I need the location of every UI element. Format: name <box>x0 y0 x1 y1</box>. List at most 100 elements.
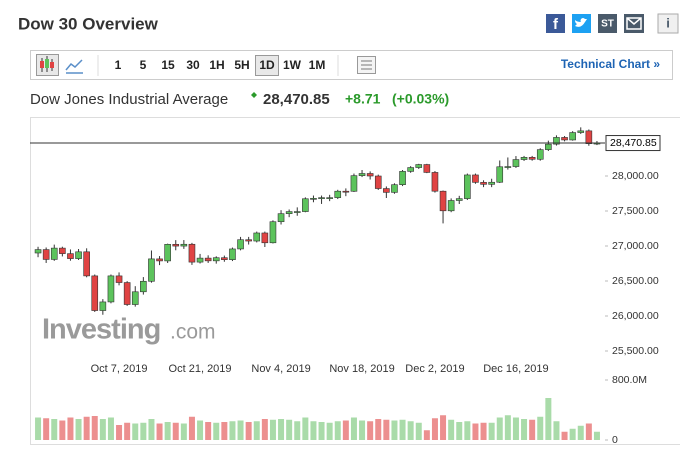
candle-body <box>464 174 471 199</box>
x-tick-label: Dec 16, 2019 <box>483 363 548 375</box>
x-tick-label: Oct 21, 2019 <box>169 363 232 375</box>
interval-button[interactable]: 1M <box>309 58 326 72</box>
last-price: 28,470.85 <box>263 91 330 108</box>
volume-bar <box>504 415 511 440</box>
candle-body <box>342 190 350 193</box>
settings-glyph <box>361 60 372 70</box>
candle-body <box>91 275 99 311</box>
interval-button[interactable]: 1D <box>259 58 275 72</box>
x-tick-label: Nov 4, 2019 <box>251 363 310 375</box>
info-glyph: i <box>666 15 670 30</box>
interval-button[interactable]: 15 <box>161 58 175 72</box>
candle-body <box>164 244 171 262</box>
volume-bar <box>334 421 341 440</box>
candle-body <box>383 188 390 193</box>
candle-body <box>350 175 358 192</box>
candle-body <box>42 249 50 260</box>
volume-bar <box>59 420 66 440</box>
interval-button[interactable]: 1 <box>115 58 122 72</box>
volume-bar <box>318 422 325 440</box>
volume-bar <box>91 416 98 440</box>
interval-button[interactable]: 30 <box>186 58 200 72</box>
candle-body <box>140 280 147 293</box>
candle-body <box>196 257 204 263</box>
candle-body <box>67 253 74 259</box>
candle-body <box>431 172 439 192</box>
volume-bar <box>180 423 187 440</box>
volume-bar <box>569 428 576 440</box>
volume-bar <box>245 422 252 440</box>
volume-bar <box>496 417 503 440</box>
candle-body <box>99 301 107 311</box>
active-interval <box>255 55 279 76</box>
candle-body <box>115 275 123 283</box>
line-type-button[interactable] <box>65 59 83 74</box>
volume-bar <box>148 419 155 440</box>
candle-body <box>480 182 487 185</box>
candle-body <box>172 244 180 247</box>
volume-bar <box>75 419 82 440</box>
facebook-icon[interactable] <box>546 14 565 33</box>
volume-bar <box>561 431 568 440</box>
candle-body <box>415 164 423 168</box>
candle-body <box>472 174 479 183</box>
candle-body <box>237 239 244 250</box>
candle-body <box>50 247 58 260</box>
candle-body <box>123 282 131 305</box>
candle-body <box>528 157 536 160</box>
volume-bar <box>326 422 333 440</box>
info-icon[interactable] <box>657 13 679 34</box>
y-tick-label: 25,500.00 <box>612 345 659 357</box>
volume-bar <box>278 419 285 440</box>
volume-tick-label: 800.0M <box>612 374 647 386</box>
volume-bar <box>229 421 236 440</box>
up-indicator <box>251 92 257 98</box>
volume-bar <box>261 419 268 440</box>
volume-bar <box>488 422 495 440</box>
volume-bar <box>132 423 139 440</box>
x-tick-label: Nov 18, 2019 <box>329 363 394 375</box>
candle-body <box>488 181 495 185</box>
y-tick-label: 26,000.00 <box>612 310 659 322</box>
y-tick-label: 26,500.00 <box>612 275 659 287</box>
stocktwits-icon[interactable] <box>598 14 617 33</box>
x-tick-label: Oct 7, 2019 <box>91 363 148 375</box>
candle-body <box>221 257 228 260</box>
volume-bar <box>448 419 455 440</box>
price-change-percent: (+0.03%) <box>392 91 449 107</box>
candle-body <box>512 159 520 167</box>
volume-bar <box>537 416 544 440</box>
volume-bar <box>172 422 179 440</box>
volume-bar <box>350 417 357 440</box>
candle-body <box>285 211 293 214</box>
volume-bar <box>205 422 212 440</box>
interval-button[interactable]: 1H <box>209 58 224 72</box>
volume-bar <box>124 422 131 440</box>
interval-button[interactable]: 1W <box>283 58 302 72</box>
interval-button[interactable]: 5 <box>140 58 147 72</box>
candle-body <box>569 132 576 141</box>
volume-bar <box>383 419 390 440</box>
volume-bar <box>43 418 50 440</box>
candle-body <box>302 198 309 212</box>
price-label-box <box>605 135 661 152</box>
price-label: 28,470.85 <box>610 137 657 149</box>
candle-body <box>366 173 374 177</box>
volume-bar <box>521 419 528 440</box>
volume-bar <box>294 421 301 440</box>
volume-bar <box>423 430 430 440</box>
candle-body <box>180 243 188 247</box>
candle-body <box>83 251 90 277</box>
candle-body <box>334 190 342 198</box>
interval-button[interactable]: 5H <box>234 58 249 72</box>
volume-bar <box>51 419 58 440</box>
volume-bar <box>221 422 228 440</box>
candle-body <box>269 221 277 244</box>
candle-type-glyph <box>50 62 54 68</box>
volume-bar <box>480 422 487 440</box>
volume-bar <box>156 423 163 440</box>
volume-bar <box>107 417 114 440</box>
volume-bar <box>237 420 244 440</box>
technical-chart-link[interactable]: Technical Chart » <box>561 57 660 71</box>
